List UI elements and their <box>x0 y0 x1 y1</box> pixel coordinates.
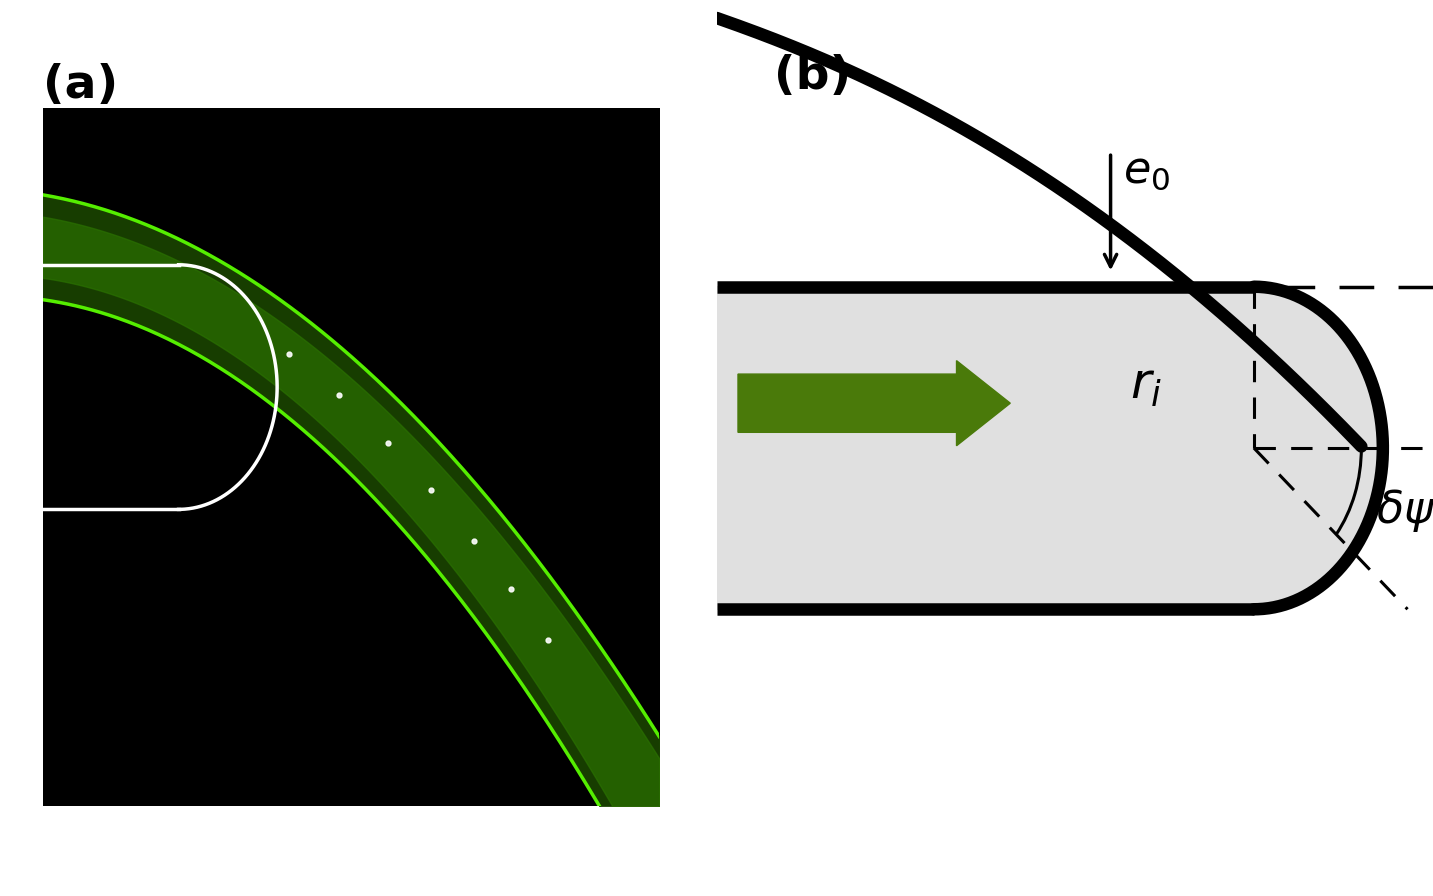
Text: $e_0$: $e_0$ <box>1123 149 1171 192</box>
FancyArrow shape <box>738 360 1010 445</box>
Text: (a): (a) <box>43 63 118 108</box>
Text: (b): (b) <box>774 54 851 99</box>
Text: $r_i$: $r_i$ <box>1131 361 1162 409</box>
Polygon shape <box>716 287 1383 609</box>
Text: $\delta\psi_{we}$: $\delta\psi_{we}$ <box>1376 487 1433 534</box>
